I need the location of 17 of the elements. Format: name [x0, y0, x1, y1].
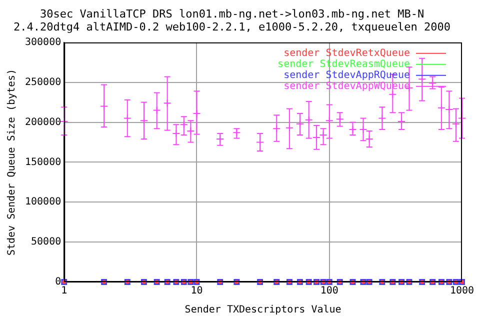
y-tick-label: 200000: [25, 116, 62, 128]
y-tick-label: 0: [55, 276, 62, 288]
y-tick-label: 100000: [25, 196, 62, 208]
chart-title: 30sec VanillaTCP DRS lon01.mb-ng.net->lon03.mb-ng.net MB-N: [40, 7, 424, 20]
x-tick-label: 100: [320, 286, 338, 297]
chart-subtitle: 2.4.20dtg4 altAIMD-0.2 web100-2.2.1, e1000-5.2.20, txqueuelen 2000: [13, 20, 451, 34]
legend-label: sender StdevRetxQueue: [284, 48, 410, 59]
x-tick-label: 1: [61, 286, 68, 297]
y-axis-title: Stdev Sender Queue Size (bytes): [6, 68, 18, 256]
y-tick-label: 300000: [25, 36, 62, 48]
x-tick-label: 10: [190, 286, 203, 297]
legend-label: sender StdevReasmQueue: [278, 58, 410, 70]
y-tick-label: 150000: [25, 156, 62, 168]
x-axis-title: Sender TXDescriptors Value: [184, 304, 342, 316]
x-tick-label: 1000: [450, 286, 474, 297]
y-tick-label: 50000: [31, 236, 62, 248]
y-tick-label: 250000: [25, 76, 62, 88]
